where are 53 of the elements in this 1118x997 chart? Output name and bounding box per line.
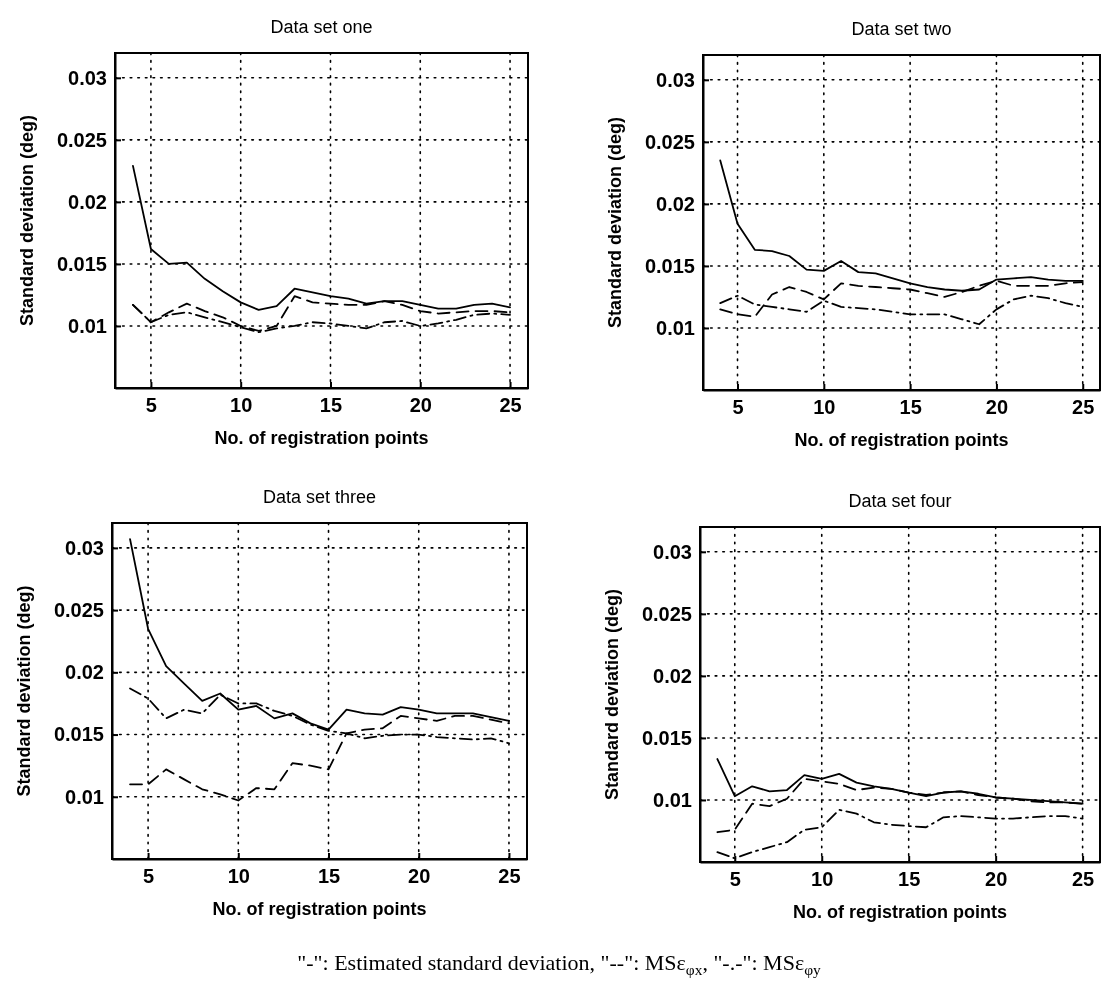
x-tick-label: 25 [1071, 868, 1095, 891]
x-tick-label: 10 [813, 396, 836, 419]
chart-title: Data set four [848, 491, 952, 511]
chart-title: Data set three [262, 487, 377, 507]
x-axis-title: No. of registration points [794, 430, 1009, 450]
x-tick-label: 10 [230, 394, 253, 417]
x-axis-title: No. of registration points [212, 899, 427, 919]
y-axis-title: Standard deviation (deg) [602, 588, 622, 801]
x-tick-label: 25 [1072, 396, 1095, 419]
x-tick-label: 5 [145, 394, 157, 417]
y-tick-label: 0.015 [56, 252, 107, 275]
y-tick-label: 0.01 [656, 316, 695, 339]
y-tick-label: 0.02 [68, 190, 107, 213]
x-tick-label: 15 [899, 396, 922, 419]
y-tick-label: 0.015 [53, 723, 104, 746]
y-axis-title: Standard deviation (deg) [605, 116, 625, 329]
x-axis-title: No. of registration points [214, 428, 429, 448]
x-tick-label: 5 [732, 396, 744, 419]
x-tick-label: 20 [408, 865, 431, 888]
y-tick-label: 0.015 [644, 254, 695, 277]
y-tick-label: 0.01 [65, 785, 104, 808]
y-tick-label: 0.01 [653, 788, 692, 811]
chart-title: Data set two [851, 19, 952, 39]
text: "-": Estimated standard deviation, "--": MSε$_{φx}$, "-.-": MSε$_{φy}$ [297, 950, 822, 978]
x-axis-title: No. of registration points [793, 902, 1007, 922]
x-tick-label: 5 [729, 868, 741, 891]
y-tick-label: 0.02 [656, 192, 695, 215]
x-tick-label: 10 [811, 868, 834, 891]
y-tick-label: 0.025 [53, 599, 104, 622]
y-tick-label: 0.025 [644, 130, 695, 153]
y-axis-title: Standard deviation (deg) [14, 585, 34, 797]
x-tick-label: 20 [985, 396, 1009, 419]
x-tick-label: 20 [409, 394, 432, 417]
y-tick-label: 0.015 [641, 726, 692, 749]
x-tick-label: 5 [143, 865, 155, 888]
x-tick-label: 15 [898, 868, 921, 891]
y-axis-title: Standard deviation (deg) [17, 114, 37, 327]
y-tick-label: 0.03 [68, 66, 107, 89]
y-tick-label: 0.025 [56, 128, 107, 151]
x-tick-label: 25 [498, 865, 521, 888]
x-tick-label: 25 [499, 394, 522, 417]
y-tick-label: 0.02 [653, 664, 692, 687]
y-tick-label: 0.025 [641, 602, 692, 625]
y-tick-label: 0.03 [656, 68, 695, 91]
y-tick-label: 0.03 [653, 540, 692, 563]
x-tick-label: 10 [227, 865, 250, 888]
x-tick-label: 15 [317, 865, 341, 888]
y-tick-label: 0.01 [68, 314, 107, 337]
x-tick-label: 20 [985, 868, 1008, 891]
x-tick-label: 15 [319, 394, 343, 417]
y-tick-label: 0.02 [65, 661, 104, 684]
chart-title: Data set one [270, 17, 373, 37]
y-tick-label: 0.03 [65, 536, 104, 559]
